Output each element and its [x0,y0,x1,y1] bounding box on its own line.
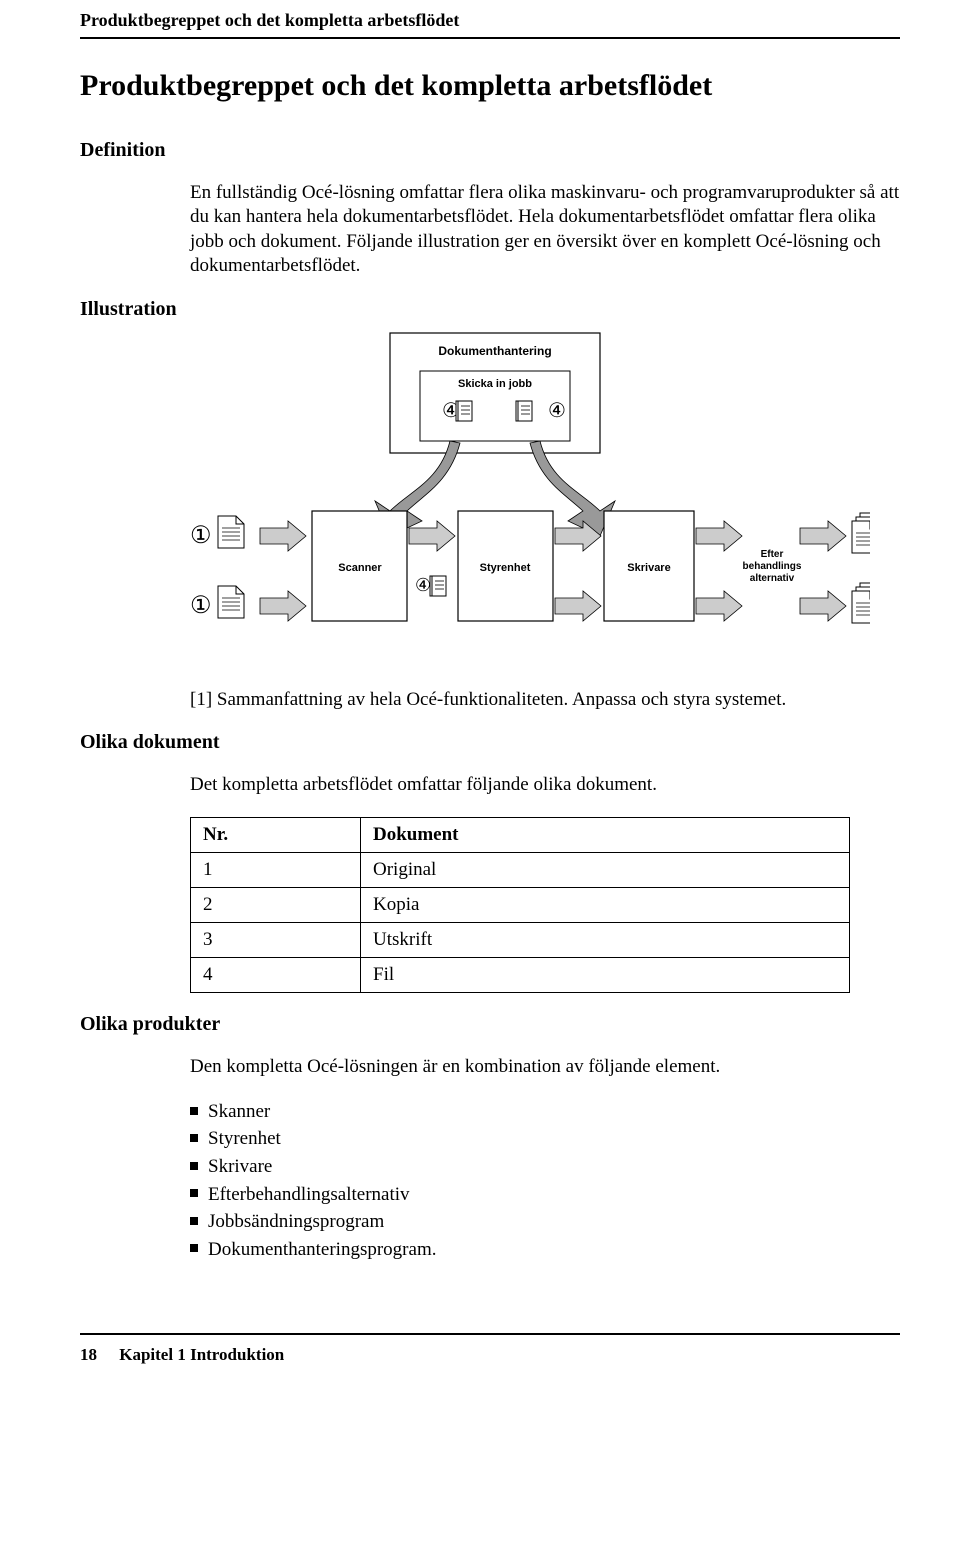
table-row: 2Kopia [191,887,850,922]
olika-dokument-intro: Det kompletta arbetsflödet omfattar följ… [190,773,900,797]
circle-one-icon: ① [190,522,212,549]
table-cell: Original [361,852,850,887]
illustration-heading: Illustration [80,298,900,321]
table-row: 4Fil [191,957,850,992]
olika-produkter-heading: Olika produkter [80,1013,900,1036]
page-title: Produktbegreppet och det kompletta arbet… [80,69,900,103]
illustration-caption: [1] Sammanfattning av hela Océ-funktiona… [190,689,900,711]
workflow-illustration: Dokumenthantering Skicka in jobb ④ ④ ① ① [190,331,870,671]
list-item: Jobbsändningsprogram [190,1208,900,1236]
post-label-3: alternativ [750,573,795,584]
page-number: 18 [80,1345,97,1364]
table-cell: 4 [191,957,361,992]
post-label-2: behandlings [743,561,802,572]
list-item: Styrenhet [190,1125,900,1153]
page-footer: 18 Kapitel 1 Introduktion [80,1333,900,1365]
table-header-dokument: Dokument [361,817,850,852]
table-cell: 1 [191,852,361,887]
olika-dokument-heading: Olika dokument [80,731,900,754]
table-row: 1Original [191,852,850,887]
submit-label: Skicka in jobb [458,378,532,390]
running-head: Produktbegreppet och det kompletta arbet… [80,10,900,39]
list-item: Skrivare [190,1153,900,1181]
top-box-label: Dokumenthantering [438,344,551,358]
produkter-list: SkannerStyrenhetSkrivareEfterbehandlings… [190,1098,900,1263]
circle-one-icon: ① [190,592,212,619]
table-cell: 3 [191,922,361,957]
dokument-table: Nr. Dokument 1Original2Kopia3Utskrift4Fi… [190,817,850,993]
definition-heading: Definition [80,139,900,162]
table-cell: Kopia [361,887,850,922]
circled-four-icon: ④ [548,400,566,422]
stage-scanner-label: Scanner [338,562,382,574]
table-row: 3Utskrift [191,922,850,957]
post-label-1: Efter [761,549,784,560]
olika-produkter-intro: Den kompletta Océ-lösningen är en kombin… [190,1055,900,1079]
table-cell: 2 [191,887,361,922]
table-header-nr: Nr. [191,817,361,852]
list-item: Skanner [190,1098,900,1126]
circled-four-icon: ④ [415,575,431,595]
stage-styrenhet-label: Styrenhet [480,562,531,574]
chapter-label: Kapitel 1 Introduktion [119,1345,284,1364]
table-cell: Utskrift [361,922,850,957]
list-item: Efterbehandlingsalternativ [190,1181,900,1209]
list-item: Dokumenthanteringsprogram. [190,1236,900,1264]
definition-text: En fullständig Océ-lösning omfattar fler… [190,181,900,278]
table-cell: Fil [361,957,850,992]
stage-skrivare-label: Skrivare [627,562,670,574]
